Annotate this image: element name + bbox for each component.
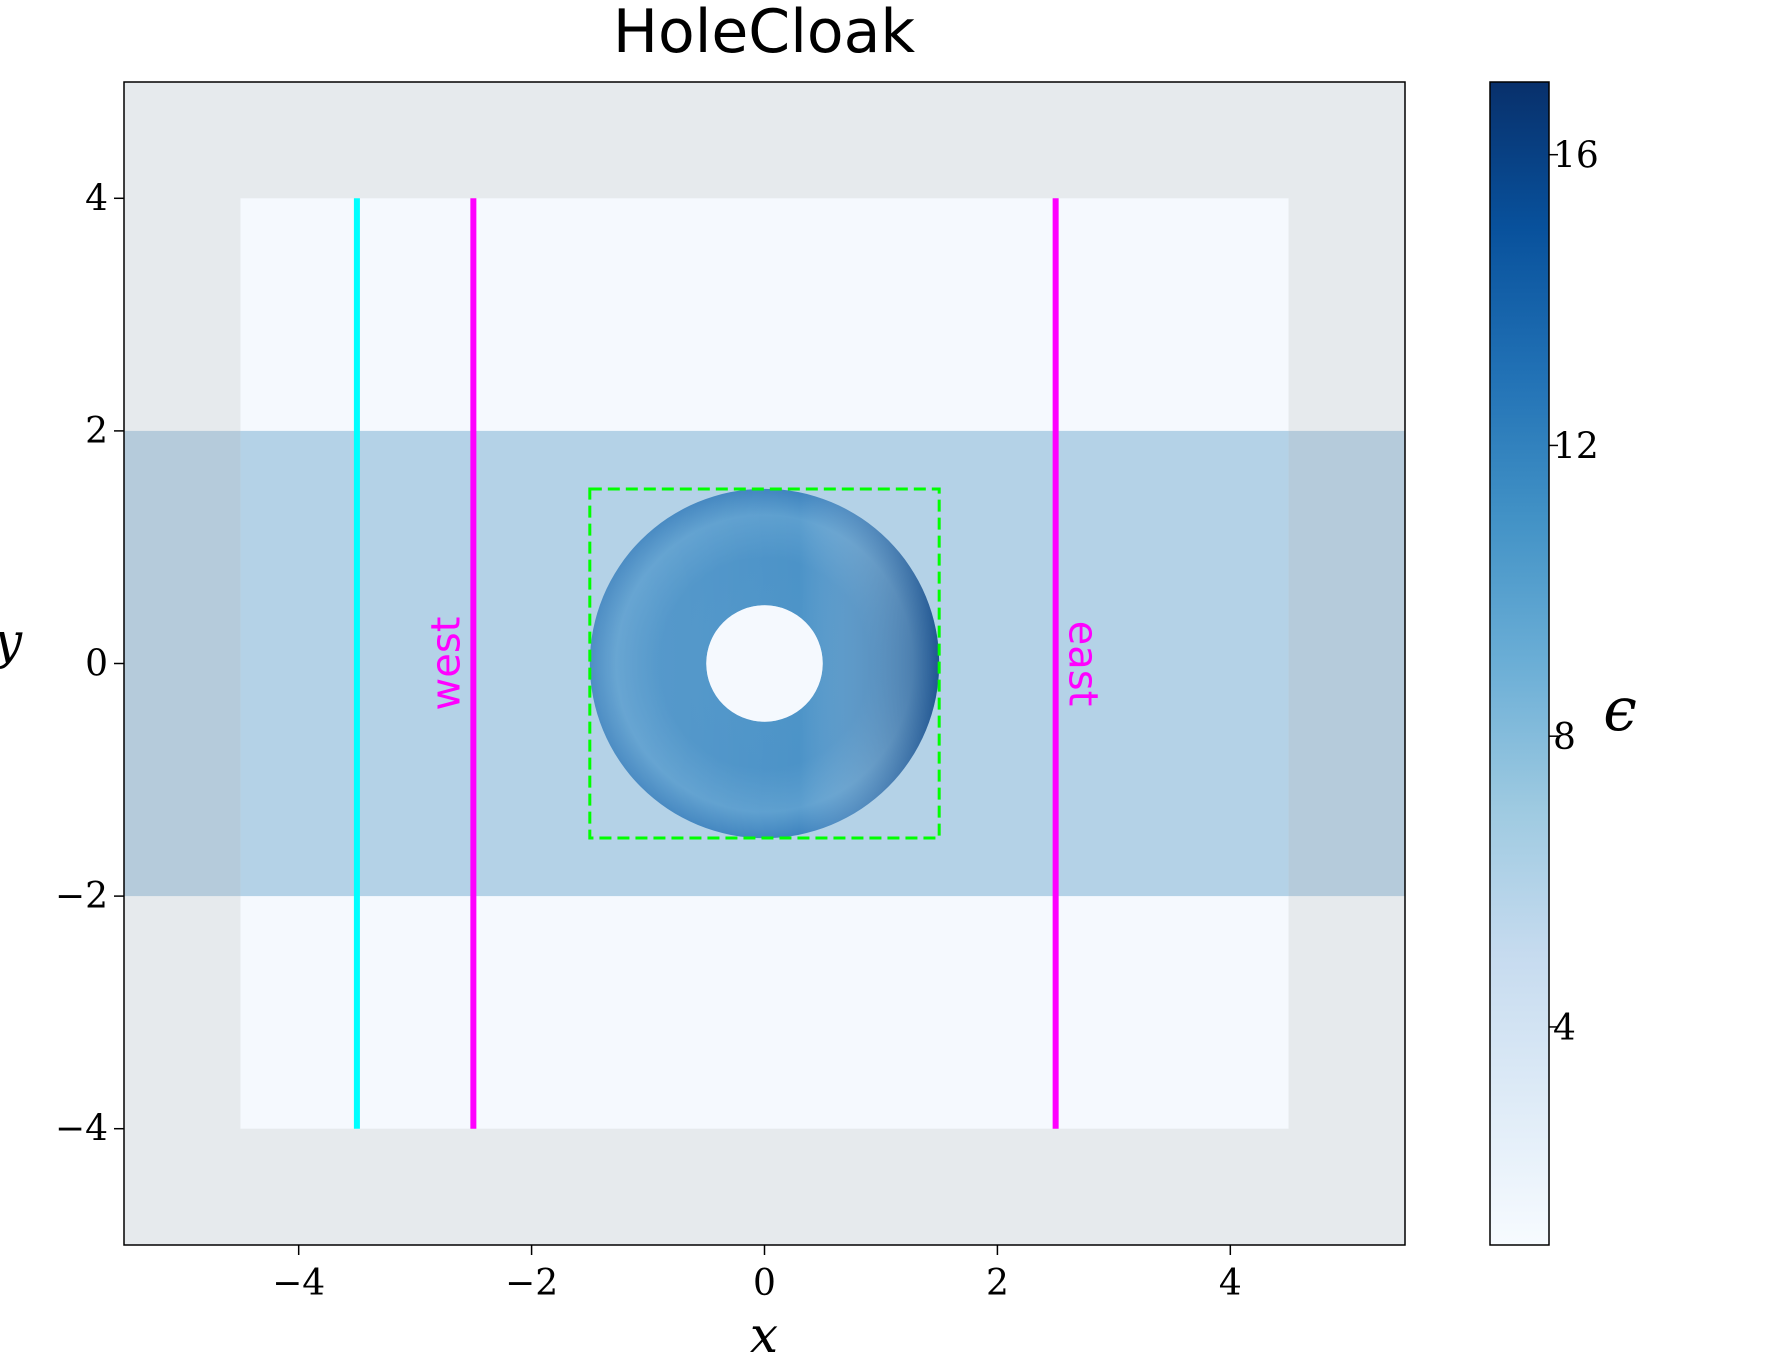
- x-tick-label: −2: [505, 1263, 558, 1304]
- waveguide-outer-right: [1288, 430, 1405, 897]
- cloak-hole: [706, 605, 823, 722]
- x-axis-label: x: [750, 1306, 778, 1360]
- x-axis-ticks: −4 −2 0 2 4: [272, 1245, 1242, 1304]
- east-label: east: [1060, 621, 1106, 707]
- colorbar: 4 8 12 16 ϵ: [1489, 81, 1637, 1246]
- colorbar-label: ϵ: [1603, 675, 1637, 745]
- chart-title: HoleCloak: [613, 0, 915, 67]
- colorbar-tick-label: 12: [1553, 426, 1599, 467]
- x-tick-label: 2: [986, 1263, 1009, 1304]
- y-axis-label: y: [0, 612, 23, 670]
- y-tick-label: −2: [55, 876, 108, 917]
- west-label: west: [423, 617, 469, 711]
- x-tick-label: 0: [753, 1263, 776, 1304]
- y-tick-label: −4: [55, 1109, 108, 1150]
- colorbar-tick-label: 16: [1553, 136, 1599, 177]
- y-tick-label: 0: [85, 644, 108, 685]
- plot-area: [124, 82, 1405, 1245]
- y-tick-label: 4: [85, 178, 108, 219]
- y-tick-label: 2: [85, 411, 108, 452]
- cloak-ring-shading: [589, 488, 940, 839]
- colorbar-tick-label: 8: [1553, 717, 1576, 758]
- colorbar-tick-label: 4: [1553, 1008, 1576, 1049]
- x-tick-label: 4: [1219, 1263, 1242, 1304]
- design-region-box: [588, 487, 941, 840]
- x-tick-label: −4: [272, 1263, 325, 1304]
- colorbar-body: [1489, 81, 1550, 1246]
- waveguide-outer-left: [124, 430, 241, 897]
- y-axis-ticks: −4 −2 0 2 4: [55, 178, 124, 1150]
